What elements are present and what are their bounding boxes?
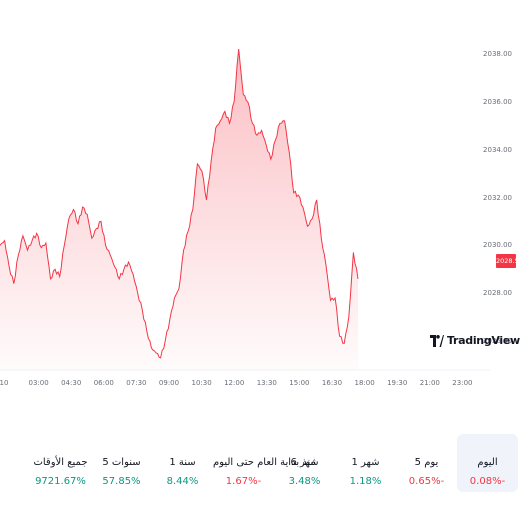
x-tick-label: 06:00 — [93, 379, 114, 387]
x-tick-label: 03:00 — [28, 379, 49, 387]
period-label: اليوم — [477, 457, 498, 468]
x-tick-label: 19:30 — [387, 379, 408, 387]
performance-periods: اليوم 0.08%- 5 يوم 0.65%- 1 شهر 1.18% 6 شهر 3.4… — [0, 434, 520, 520]
last-price-badge: 2028.58 — [496, 254, 520, 268]
period-tab[interactable]: 1 شهر 1.18% — [335, 434, 396, 492]
period-label: منذ بداية العام حتى اليوم — [213, 457, 316, 468]
period-label: 5 يوم — [414, 457, 439, 468]
x-tick-label: 10 — [0, 379, 9, 387]
period-label: 1 شهر — [351, 457, 380, 468]
period-change-value: 3.48% — [288, 476, 321, 487]
period-change-value: 9721.67% — [35, 476, 86, 487]
period-tab[interactable]: 6 شهر 3.48% — [274, 434, 335, 492]
period-change-value: 1.18% — [349, 476, 382, 487]
x-tick-label: 13:30 — [256, 379, 277, 387]
period-change-value: 57.85% — [102, 476, 141, 487]
y-tick-label: 2038.00 — [483, 49, 512, 58]
period-tab[interactable]: منذ بداية العام حتى اليوم 1.67%- — [213, 434, 316, 492]
period-tab[interactable]: 5 يوم 0.65%- — [396, 434, 457, 492]
y-tick-label: 2028.00 — [483, 289, 512, 298]
price-area-chart[interactable] — [0, 0, 520, 400]
x-tick-label: 18:00 — [354, 379, 375, 387]
y-tick-label: 2036.00 — [483, 97, 512, 106]
period-change-value: 8.44% — [166, 476, 199, 487]
tradingview-logo: TradingView — [430, 334, 520, 347]
price-area-fill — [0, 49, 358, 370]
x-tick-label: 07:30 — [126, 379, 147, 387]
price-line — [0, 49, 359, 359]
tradingview-icon — [430, 334, 444, 347]
x-tick-label: 23:00 — [452, 379, 473, 387]
y-tick-label: 2032.00 — [483, 193, 512, 202]
x-tick-label: 04:30 — [61, 379, 82, 387]
period-tab[interactable]: اليوم 0.08%- — [457, 434, 518, 492]
period-label: 1 سنة — [169, 457, 196, 468]
period-tab[interactable]: 5 سنوات 57.85% — [91, 434, 152, 492]
x-tick-label: 10:30 — [191, 379, 212, 387]
period-label: 5 سنوات — [102, 457, 141, 468]
period-change-value: 0.08%- — [469, 476, 506, 487]
price-chart[interactable]: 2038.00 2036.00 2034.00 2032.00 2030.00 2028.… — [0, 0, 520, 400]
period-change-value: 0.65%- — [408, 476, 445, 487]
period-change-value: 1.67%- — [225, 476, 262, 487]
y-tick-label: 2026.00 — [483, 337, 512, 346]
period-tab[interactable]: جميع الأوقات 9721.67% — [30, 434, 91, 492]
y-tick-label: 2034.00 — [483, 145, 512, 154]
period-tab[interactable]: 1 سنة 8.44% — [152, 434, 213, 492]
x-tick-label: 16:30 — [321, 379, 343, 387]
period-label: جميع الأوقات — [33, 457, 88, 468]
tradingview-wordmark: TradingView — [447, 334, 520, 347]
x-tick-label: 15:00 — [289, 379, 310, 387]
x-tick-label: 12:00 — [224, 379, 245, 387]
x-tick-label: 21:00 — [419, 379, 440, 387]
period-label: 6 شهر — [290, 457, 319, 468]
x-tick-label: 09:00 — [158, 379, 180, 387]
y-tick-label: 2030.00 — [483, 241, 512, 250]
